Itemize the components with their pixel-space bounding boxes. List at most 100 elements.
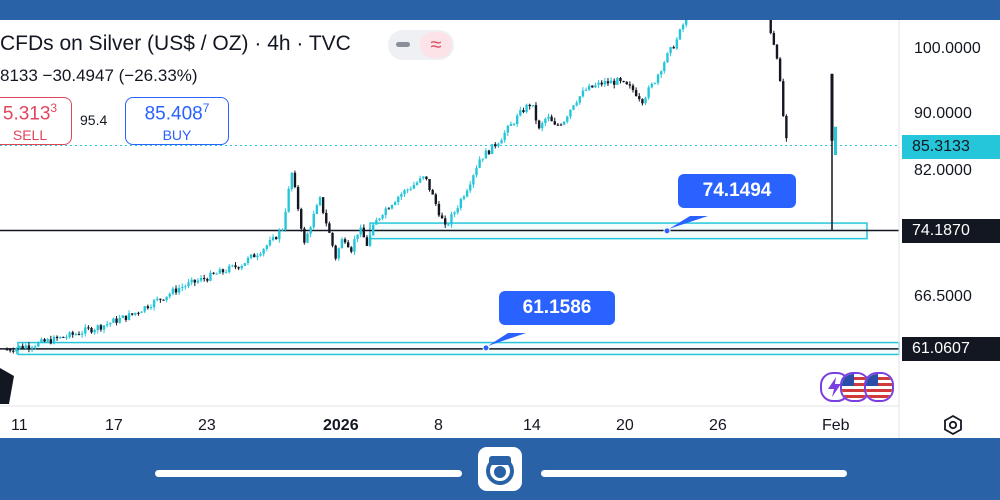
wave-icon[interactable]: ≈ (420, 32, 452, 58)
candle-body (587, 85, 591, 90)
x-tick-label: 26 (709, 417, 727, 434)
candle-body (390, 204, 394, 209)
candle-body (27, 345, 31, 349)
candle-body (566, 116, 569, 122)
candle-body (681, 24, 685, 30)
buy-label: BUY (162, 127, 192, 144)
candle-body (500, 140, 503, 144)
candle-body (325, 212, 328, 224)
candle-body (87, 327, 90, 329)
candle-body (240, 265, 243, 269)
candle-body (782, 81, 785, 116)
candle-body (281, 229, 284, 231)
candle-body (356, 234, 359, 240)
candle-body (118, 317, 121, 323)
candle-body (300, 209, 303, 229)
candle-body (647, 87, 650, 98)
candle-body (143, 306, 146, 312)
level-lines (0, 145, 899, 350)
candle-body (171, 288, 175, 294)
candle-body (418, 178, 422, 183)
chart-area[interactable] (0, 20, 1000, 438)
candle-body (193, 279, 196, 283)
candle-body (490, 144, 494, 155)
candle-body (631, 85, 635, 91)
callout-pointer (488, 333, 526, 346)
level-lower-tag: 61.0607 (902, 337, 1000, 361)
x-tick-label: 14 (523, 417, 541, 434)
candle-body (168, 293, 171, 297)
candle-body (672, 47, 675, 49)
home-app-icon[interactable] (478, 447, 522, 491)
candle-body (484, 150, 488, 159)
candle-body (149, 307, 153, 309)
candle-body (121, 315, 125, 318)
current-price-tag: 85.3133 (902, 135, 1000, 159)
candle-body (494, 144, 497, 147)
candle-body (603, 81, 607, 85)
y-tick-label: 100.0000 (914, 40, 981, 57)
candle-body (196, 280, 200, 283)
callout-pointer (669, 216, 708, 229)
candle-body (96, 325, 99, 331)
us-flag-icon[interactable] (864, 372, 894, 402)
candle-body (337, 248, 340, 259)
us-flag-icon[interactable] (840, 372, 870, 402)
nav-pill-left[interactable] (155, 470, 462, 477)
symbol-title[interactable]: CFDs on Silver (US$ / OZ) · 4h · TVC (0, 32, 351, 55)
settings-icon[interactable] (942, 414, 964, 436)
candle-body (503, 132, 506, 141)
candle-body (21, 345, 24, 349)
candle-body (544, 118, 547, 124)
candle-body (634, 90, 638, 97)
candle-body (591, 85, 594, 88)
chart-style-toggle[interactable]: ≈ (388, 30, 454, 60)
candle-body (346, 242, 350, 248)
y-tick-label: 90.0000 (914, 105, 972, 122)
candle-body (77, 334, 81, 336)
buy-price-small: 7 (202, 101, 210, 115)
candle-body (202, 277, 206, 280)
candle-body (162, 299, 165, 301)
candle-body (174, 288, 178, 293)
candles (5, 20, 837, 355)
candle-body (321, 197, 325, 213)
candle-body (625, 81, 628, 85)
candle-body (68, 332, 71, 338)
x-tick-label: 17 (105, 417, 123, 434)
candle-body (212, 272, 215, 274)
candle-body (318, 197, 322, 206)
callout-lower[interactable]: 61.1586 (499, 291, 615, 325)
price-chart[interactable] (0, 20, 1000, 438)
minus-icon[interactable] (396, 42, 410, 47)
candle-body (84, 327, 87, 334)
candle-body (209, 272, 212, 281)
candle-body (644, 97, 647, 104)
candle-body (403, 190, 406, 195)
sell-button[interactable]: 5.3133 SELL (0, 97, 72, 145)
candle-body (509, 124, 513, 126)
candle-body (409, 188, 412, 190)
candle-body (600, 82, 603, 85)
candle-body (834, 126, 837, 155)
buy-button[interactable]: 85.4087 BUY (125, 97, 229, 145)
candle-body (199, 277, 203, 281)
callout-upper[interactable]: 74.1494 (678, 174, 796, 208)
candle-body (465, 190, 469, 197)
candle-body (434, 194, 438, 204)
candle-body (350, 247, 353, 252)
candle-body (134, 312, 137, 315)
nav-pill-right[interactable] (541, 470, 847, 477)
candle-body (669, 47, 672, 54)
candle-body (177, 287, 181, 293)
candle-body (384, 208, 387, 216)
candle-body (772, 32, 776, 45)
candle-body (415, 182, 419, 185)
candle-body (393, 202, 397, 205)
candle-body (487, 150, 491, 155)
candle-body (309, 227, 312, 234)
candle-body (190, 279, 193, 283)
candle-body (256, 255, 259, 258)
candle-body (237, 267, 240, 269)
callout-anchor-dot (663, 227, 671, 235)
